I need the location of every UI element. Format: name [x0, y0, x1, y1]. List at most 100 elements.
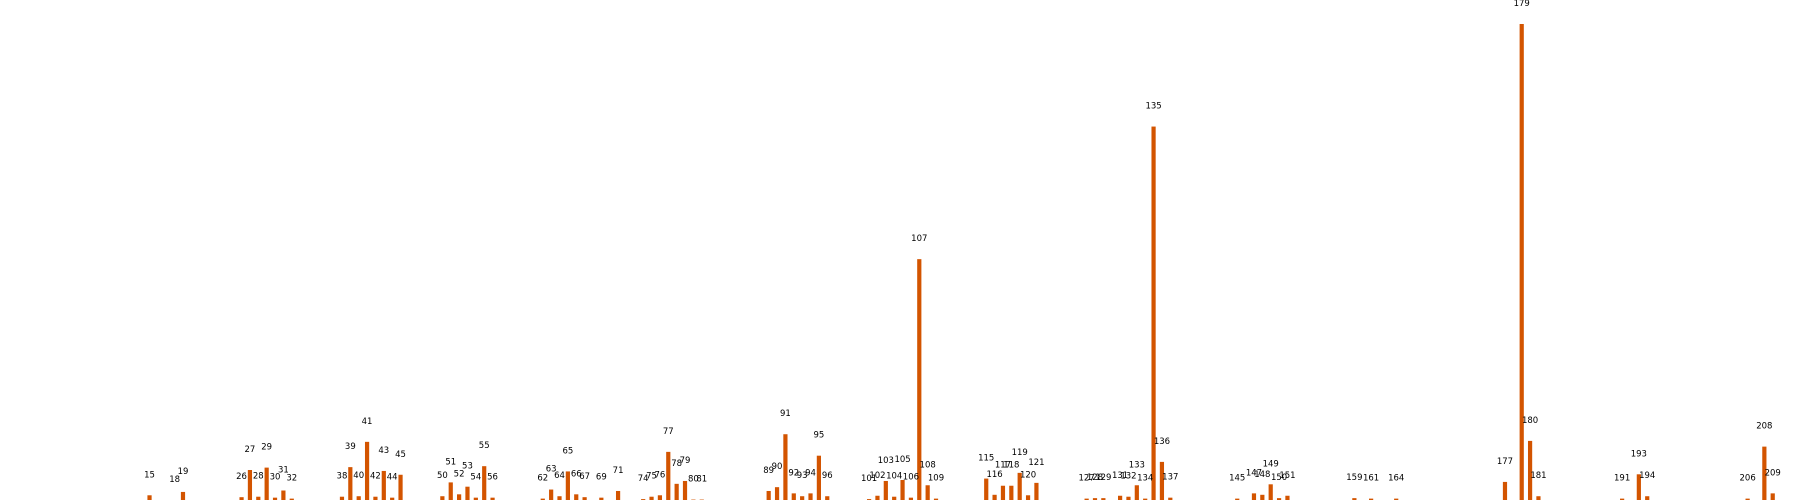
bar-119	[1017, 472, 1022, 500]
bar-66	[574, 494, 579, 500]
data-label-164: 164	[1388, 474, 1404, 484]
bar-51	[448, 482, 453, 500]
data-label-75: 75	[646, 472, 657, 482]
bar-19	[180, 491, 186, 500]
data-label-77: 77	[663, 427, 674, 437]
bar-132	[1126, 496, 1131, 500]
bar-133	[1134, 485, 1139, 500]
data-label-102: 102	[869, 471, 885, 481]
data-label-64: 64	[554, 471, 565, 481]
data-label-148: 148	[1254, 470, 1270, 480]
data-label-128: 128	[1087, 473, 1103, 483]
bar-77	[666, 451, 671, 500]
data-label-66: 66	[571, 469, 582, 479]
data-label-52: 52	[454, 469, 465, 479]
bar-120	[1025, 495, 1031, 500]
data-label-74: 74	[638, 474, 649, 484]
data-label-134: 134	[1137, 474, 1153, 484]
bar-136	[1159, 461, 1165, 500]
data-label-94: 94	[805, 468, 816, 478]
bar-116	[992, 494, 997, 500]
data-label-27: 27	[245, 445, 256, 455]
data-label-93: 93	[797, 471, 808, 481]
bar-148	[1260, 494, 1265, 500]
data-label-179: 179	[1514, 0, 1530, 9]
data-label-39: 39	[345, 442, 356, 452]
bar-108	[925, 485, 930, 500]
bar-89	[766, 490, 771, 500]
data-label-119: 119	[1012, 448, 1028, 458]
bar-40	[356, 496, 361, 500]
bar-131	[1118, 495, 1123, 500]
data-label-65: 65	[562, 446, 573, 456]
data-label-117: 117	[995, 461, 1011, 471]
bar-137	[1168, 497, 1173, 500]
bar-78	[674, 483, 679, 500]
bar-90	[774, 487, 780, 500]
data-label-80: 80	[688, 475, 699, 485]
bar-15	[147, 495, 152, 500]
data-label-180: 180	[1522, 416, 1538, 426]
data-label-19: 19	[178, 467, 189, 477]
bar-179	[1519, 24, 1524, 500]
bar-79	[682, 480, 688, 500]
data-label-118: 118	[1003, 461, 1019, 471]
data-label-151: 151	[1279, 471, 1295, 481]
data-label-161: 161	[1363, 474, 1379, 484]
bar-107	[917, 259, 922, 500]
bar-151	[1285, 495, 1290, 500]
data-label-43: 43	[378, 446, 389, 456]
data-label-121: 121	[1028, 458, 1044, 468]
bar-67	[582, 497, 587, 500]
bar-121	[1034, 482, 1039, 500]
bar-145	[1235, 498, 1240, 500]
bar-135	[1151, 126, 1156, 500]
bar-102	[875, 495, 880, 500]
data-label-145: 145	[1229, 474, 1245, 484]
data-label-103: 103	[878, 456, 894, 466]
data-label-53: 53	[462, 462, 473, 472]
bar-71	[615, 490, 621, 500]
bar-208	[1762, 446, 1767, 500]
data-label-55: 55	[479, 441, 490, 451]
bar-65	[565, 471, 570, 500]
data-label-209: 209	[1765, 468, 1781, 478]
bar-127	[1084, 498, 1089, 500]
bar-53	[465, 486, 470, 500]
bar-106	[908, 497, 914, 500]
bar-54	[473, 497, 478, 500]
data-label-81: 81	[696, 475, 707, 485]
bar-180	[1527, 440, 1533, 500]
bar-193	[1636, 474, 1641, 500]
data-label-132: 132	[1120, 472, 1136, 482]
data-label-90: 90	[772, 462, 783, 472]
data-label-76: 76	[654, 470, 665, 480]
data-label-91: 91	[780, 409, 791, 419]
bar-149	[1268, 484, 1273, 500]
bar-91	[783, 434, 788, 500]
bar-118	[1009, 485, 1014, 500]
data-label-15: 15	[144, 470, 155, 480]
data-label-92: 92	[788, 468, 799, 478]
data-label-71: 71	[613, 466, 624, 476]
bar-55	[482, 466, 487, 500]
data-label-136: 136	[1154, 437, 1170, 447]
bar-32	[289, 498, 294, 500]
bar-29	[264, 467, 269, 500]
data-label-30: 30	[270, 473, 281, 483]
bar-26	[239, 497, 244, 500]
data-label-131: 131	[1112, 471, 1128, 481]
bar-104	[892, 496, 897, 500]
bar-41	[364, 441, 370, 500]
data-label-29: 29	[261, 443, 272, 453]
bar-76	[657, 495, 663, 500]
bar-93	[800, 496, 805, 500]
bar-209	[1770, 493, 1775, 500]
bar-69	[599, 497, 604, 500]
bar-194	[1645, 496, 1650, 500]
bar-31	[281, 490, 286, 500]
bar-43	[381, 470, 386, 500]
bar-109	[933, 498, 939, 500]
bar-42	[373, 496, 378, 500]
bar-27	[247, 470, 253, 500]
